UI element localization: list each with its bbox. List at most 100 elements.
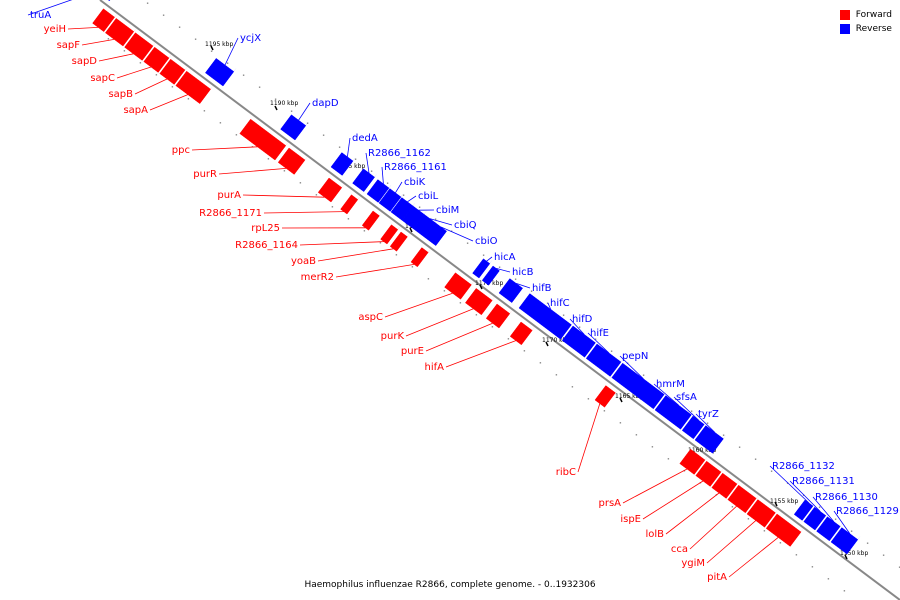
merR2-gene-block — [410, 247, 429, 268]
minor-tick-dot — [578, 326, 581, 328]
cca-leader-line — [689, 505, 737, 550]
minor-tick-dot — [427, 278, 430, 280]
gene-label-sapd: sapD — [72, 56, 98, 67]
legend-forward: Forward — [839, 8, 892, 22]
minor-tick-dot — [763, 530, 766, 532]
gene-label-purk: purK — [381, 331, 405, 342]
kbp-tick-mark — [479, 284, 483, 290]
kbp-tick-label: 1160 kbp — [688, 447, 716, 454]
purE-gene-block — [485, 303, 511, 329]
minor-tick-dot — [530, 290, 533, 292]
dapD-leader-line — [298, 102, 311, 121]
minor-tick-dot — [475, 314, 478, 316]
gene-label-hifa: hifA — [425, 362, 445, 373]
kbp-tick-label: 1150 kbp — [840, 550, 868, 557]
gene-label-cbio: cbiO — [475, 236, 498, 247]
gene-label-ycjx: ycjX — [240, 33, 261, 44]
minor-tick-dot — [482, 254, 485, 256]
R2866_1162-leader-line — [365, 152, 370, 174]
ycjX-leader-line — [224, 37, 239, 66]
minor-tick-dot — [667, 458, 670, 460]
minor-tick-dot — [827, 578, 830, 580]
gene-label-ispe: ispE — [620, 514, 641, 525]
gene-label-merr2: merR2 — [301, 272, 334, 283]
pepN-gene-block — [611, 362, 665, 410]
minor-tick-dot — [418, 206, 421, 208]
minor-tick-dot — [619, 422, 622, 424]
minor-tick-dot — [818, 506, 821, 508]
hifB-gene-block — [498, 278, 523, 303]
R2866_1130-gene-block — [816, 516, 841, 542]
R2866_1162-gene-block — [352, 168, 375, 192]
gene-label-r2866_1161: R2866_1161 — [384, 162, 447, 173]
gene-label-prsa: prsA — [598, 498, 621, 509]
tyrZ-gene-block — [694, 425, 724, 454]
hicA-gene-block — [472, 258, 491, 279]
minor-tick-dot — [610, 350, 613, 352]
lolB-gene-block — [711, 472, 738, 499]
R2866_1161-gene-block — [366, 179, 390, 203]
minor-tick-dot — [123, 50, 126, 52]
kbp-tick-mark — [619, 397, 623, 403]
minor-tick-dot — [658, 386, 661, 388]
yeiH-gene-block — [92, 8, 115, 32]
ribC-gene-block — [594, 385, 616, 408]
gene-label-purr: purR — [193, 169, 217, 180]
gene-label-pepn: pepN — [622, 351, 648, 362]
minor-tick-dot — [258, 86, 261, 88]
legend-forward-label: Forward — [855, 10, 892, 20]
hifB-leader-line — [516, 283, 531, 289]
minor-tick-dot — [498, 266, 501, 268]
R2866_1131-leader-line — [789, 480, 821, 512]
ribC-leader-line — [577, 403, 601, 473]
legend-reverse-swatch — [839, 24, 850, 34]
minor-tick-dot — [674, 398, 677, 400]
R2866_1132-leader-line — [769, 465, 810, 504]
sapC-leader-line — [116, 66, 152, 79]
dedA-leader-line — [347, 137, 351, 157]
merR2-leader-line — [335, 264, 415, 278]
gene-label-ygim: ygiM — [681, 558, 705, 569]
R2866_1164-leader-line — [299, 241, 384, 246]
gene-label-hifb: hifB — [532, 283, 552, 294]
lolB-leader-line — [665, 492, 720, 535]
minor-tick-dot — [555, 374, 558, 376]
sfsA-gene-block — [681, 415, 705, 440]
R2866_1132-gene-block — [793, 499, 814, 521]
minor-tick-dot — [514, 278, 517, 280]
gene-label-trua: truA — [30, 10, 51, 21]
minor-tick-dot — [571, 386, 574, 388]
minor-tick-dot — [507, 338, 510, 340]
purK-gene-block — [465, 288, 493, 316]
truA-gene-block — [107, 0, 111, 2]
minor-tick-dot — [491, 326, 494, 328]
kbp-tick-mark — [409, 227, 413, 233]
ispE-gene-block — [695, 460, 722, 487]
hifD-leader-line — [569, 318, 585, 335]
gene-label-r2866_1164: R2866_1164 — [235, 240, 298, 251]
R2866_1131-gene-block — [803, 506, 827, 531]
pitA-leader-line — [728, 537, 779, 578]
minor-tick-dot — [642, 374, 645, 376]
minor-tick-dot — [562, 314, 565, 316]
dedA-gene-block — [330, 152, 354, 176]
minor-tick-dot — [338, 146, 341, 148]
gene-label-hica: hicA — [494, 252, 516, 263]
minor-tick-dot — [834, 518, 837, 520]
minor-tick-dot — [866, 542, 869, 544]
minor-tick-dot — [107, 38, 110, 40]
hicA-leader-line — [486, 256, 493, 262]
sapC-gene-block — [143, 46, 170, 73]
pitA-gene-block — [765, 513, 802, 547]
kbp-tick-label: 1185 kbp — [337, 163, 365, 170]
minor-tick-dot — [322, 134, 325, 136]
kbp-tick-mark — [274, 105, 278, 111]
cbiQ-leader-line — [429, 218, 453, 226]
minor-tick-dot — [850, 530, 853, 532]
genome-axis — [99, 0, 900, 600]
R2866_1164-gene-block — [380, 224, 399, 245]
gene-label-pure: purE — [401, 346, 424, 357]
minor-tick-dot — [754, 458, 757, 460]
kbp-tick-label: 1165 kbp — [615, 393, 643, 400]
